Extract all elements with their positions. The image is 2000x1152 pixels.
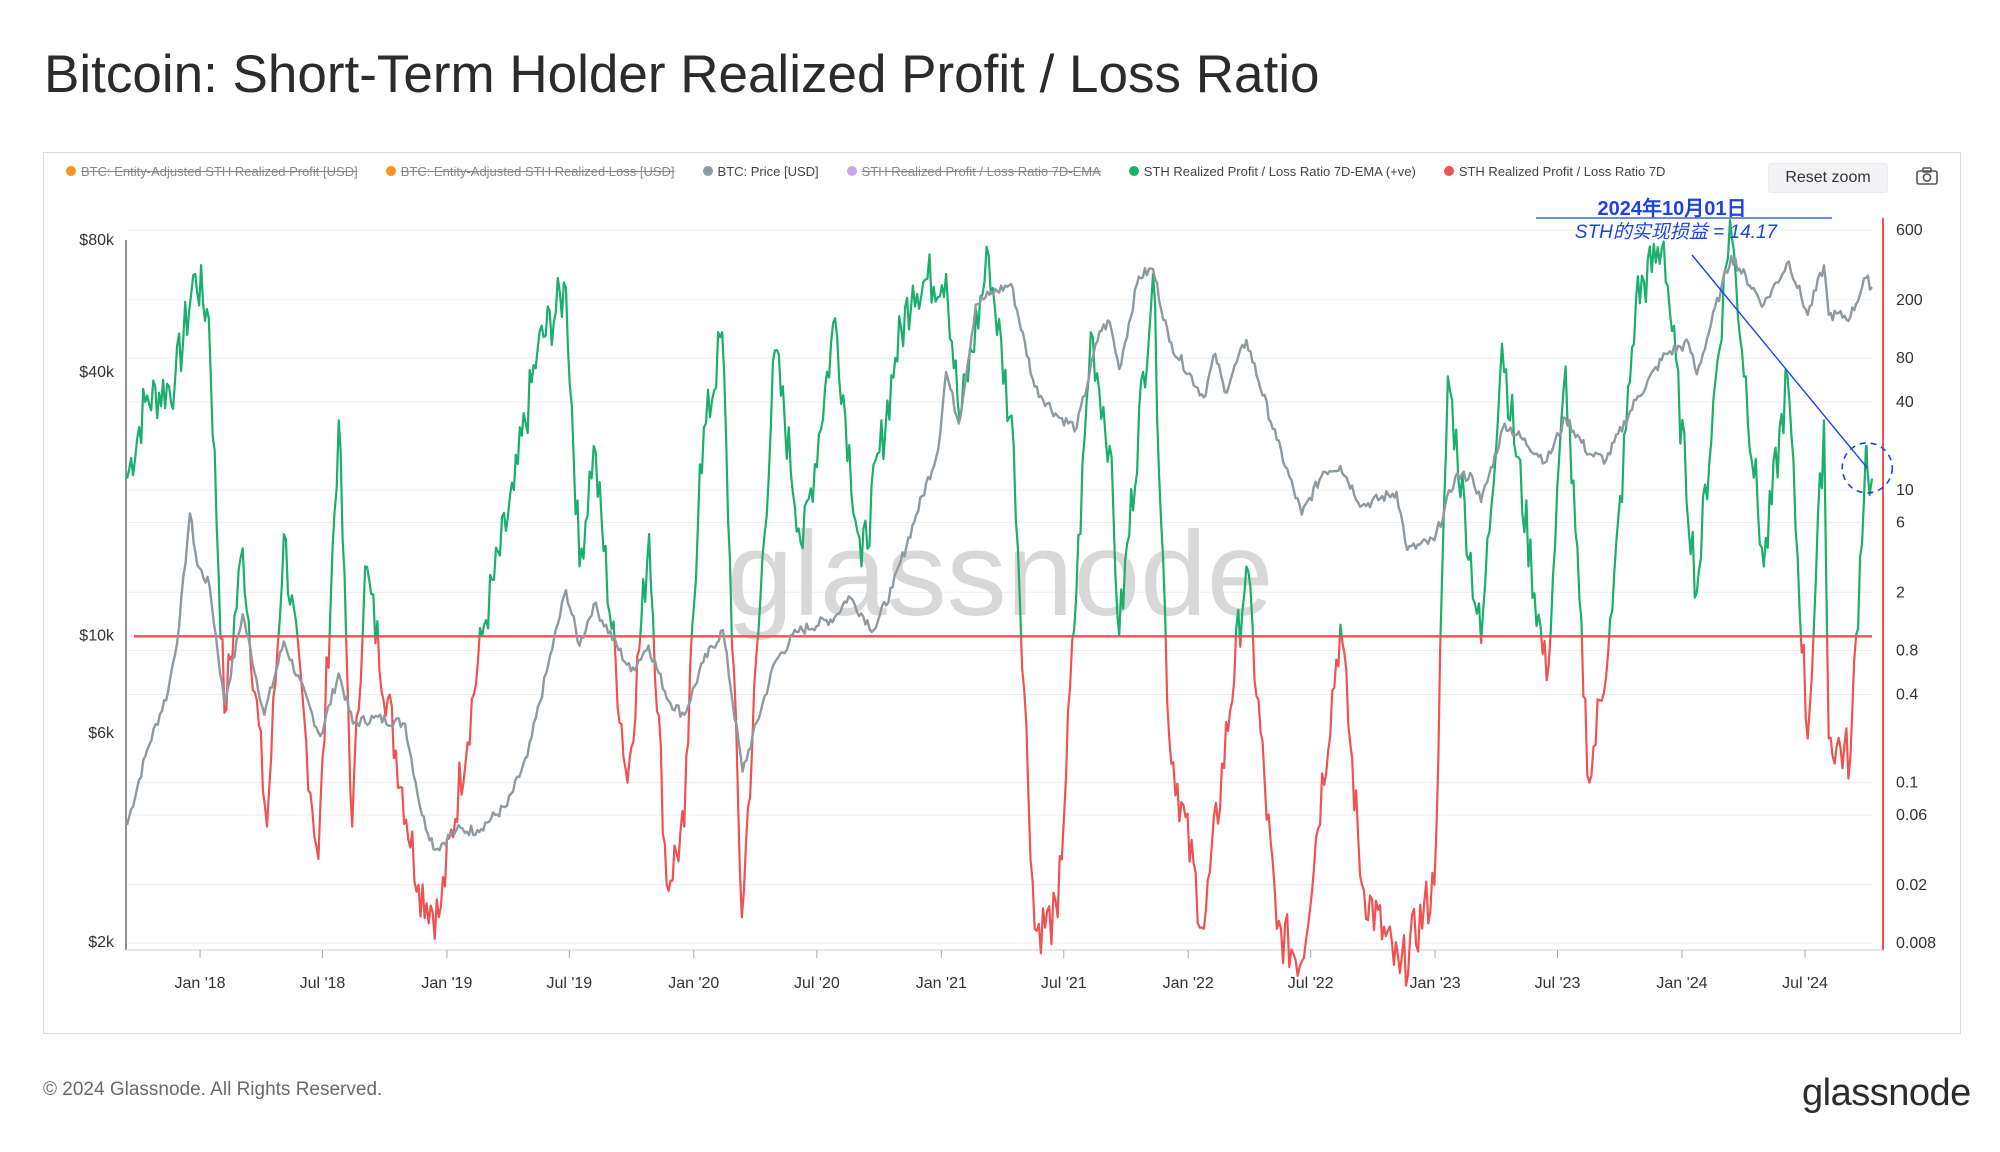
right-axis-tick-label: 40 xyxy=(1896,394,1914,411)
left-axis-tick-label: $40k xyxy=(79,364,115,381)
x-axis-tick-label: Jan '23 xyxy=(1410,975,1461,992)
legend-dot-icon xyxy=(1128,166,1139,176)
annotation-pointer-line xyxy=(1691,254,1868,469)
right-axis-tick-label: 0.02 xyxy=(1896,877,1927,894)
right-axis-tick-label: 0.4 xyxy=(1896,687,1918,704)
camera-icon[interactable] xyxy=(1914,166,1940,188)
legend-item[interactable]: STH Realized Profit / Loss Ratio 7D-EMA xyxy=(846,163,1101,179)
legend-dot-icon xyxy=(702,166,713,176)
x-axis-tick-label: Jul '20 xyxy=(794,975,840,992)
legend-label: STH Realized Profit / Loss Ratio 7D-EMA xyxy=(861,163,1101,179)
chart-frame xyxy=(43,152,1961,1034)
left-axis-tick-label: $10k xyxy=(79,628,115,645)
annotation-label: STH的实现损益 = 14.17 xyxy=(1575,221,1779,243)
annotation-circle xyxy=(1841,442,1894,494)
watermark: glassnode xyxy=(726,507,1273,641)
right-axis-tick-label: 2 xyxy=(1896,584,1905,601)
right-axis-tick-label: 80 xyxy=(1896,350,1914,367)
legend-item[interactable]: BTC: Entity-Adjusted STH Realized Profit… xyxy=(66,164,358,179)
legend-item[interactable]: BTC: Entity-Adjusted STH Realized Loss [… xyxy=(385,163,675,179)
glassnode-logo: glassnode xyxy=(1802,1072,1971,1114)
annotation-layer: 2024年10月01日 STH的实现损益 = 14.17 xyxy=(1536,196,1894,494)
btc-price-line xyxy=(125,254,1873,852)
page-title: Bitcoin: Short-Term Holder Realized Prof… xyxy=(44,45,1320,104)
legend: BTC: Entity-Adjusted STH Realized Profit… xyxy=(66,162,1786,180)
right-axis-tick-label: 6 xyxy=(1896,515,1905,532)
x-axis-tick-label: Jul '18 xyxy=(300,975,346,992)
copyright: © 2024 Glassnode. All Rights Reserved. xyxy=(43,1079,383,1100)
right-axis-tick-label: 0.1 xyxy=(1896,775,1918,792)
annotation-date: 2024年10月01日 xyxy=(1598,196,1747,220)
legend-dot-icon xyxy=(385,166,396,176)
x-axis-tick-label: Jan '24 xyxy=(1656,975,1707,992)
legend-label: BTC: Entity-Adjusted STH Realized Loss [… xyxy=(400,163,675,179)
x-axis-tick-label: Jan '20 xyxy=(668,975,719,992)
x-axis-tick-label: Jan '19 xyxy=(421,975,472,992)
legend-label: STH Realized Profit / Loss Ratio 7D-EMA … xyxy=(1143,163,1416,179)
right-axis-tick-label: 0.8 xyxy=(1896,642,1918,659)
legend-label: BTC: Entity-Adjusted STH Realized Profit… xyxy=(81,163,358,179)
legend-item[interactable]: STH Realized Profit / Loss Ratio 7D-EMA … xyxy=(1128,163,1416,179)
right-axis-tick-label: 10 xyxy=(1896,482,1914,499)
left-axis-tick-label: $80k xyxy=(79,232,115,249)
x-axis-tick-label: Jan '18 xyxy=(174,975,225,992)
right-axis-tick-label: 600 xyxy=(1896,222,1923,239)
x-axis-tick-label: Jan '22 xyxy=(1163,975,1214,992)
legend-label: BTC: Price [USD] xyxy=(717,163,819,179)
right-axis-tick-label: 0.008 xyxy=(1896,935,1936,952)
legend-label: STH Realized Profit / Loss Ratio 7D xyxy=(1458,163,1666,179)
right-axis-tick-label: 0.06 xyxy=(1896,807,1927,824)
right-axis-tick-label: 200 xyxy=(1896,292,1923,309)
ratio-profit-line xyxy=(125,219,1874,637)
legend-item[interactable]: BTC: Price [USD] xyxy=(702,163,819,179)
x-axis-tick-label: Jul '23 xyxy=(1535,975,1581,992)
grid xyxy=(127,229,1872,944)
series-layer xyxy=(125,219,1874,987)
x-axis-tick-label: Jul '22 xyxy=(1288,975,1334,992)
x-axis-tick-label: Jul '19 xyxy=(546,975,592,992)
left-axis-tick-label: $2k xyxy=(88,934,115,951)
ratio-loss-line xyxy=(219,636,1858,987)
x-axis-tick-label: Jul '24 xyxy=(1782,975,1828,992)
axes: $80k $40k $10k $6k $2k 600 200 80 40 10 6 2 0.8 0.4 0.… xyxy=(79,218,1936,992)
legend-dot-icon xyxy=(66,166,76,176)
legend-item[interactable]: STH Realized Profit / Loss Ratio 7D xyxy=(1443,163,1666,179)
legend-dot-icon xyxy=(1443,166,1454,176)
x-axis-tick-label: Jul '21 xyxy=(1041,975,1087,992)
legend-dot-icon xyxy=(846,166,857,176)
left-axis-tick-label: $6k xyxy=(88,725,115,742)
reset-zoom-button[interactable]: Reset zoom xyxy=(1768,163,1888,193)
x-axis-tick-label: Jan '21 xyxy=(916,975,967,992)
